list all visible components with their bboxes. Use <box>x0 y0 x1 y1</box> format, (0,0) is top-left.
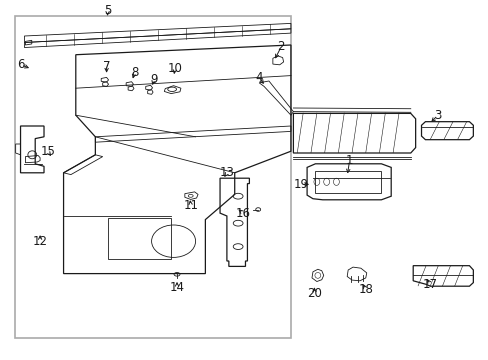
Text: 8: 8 <box>130 66 138 79</box>
Text: 2: 2 <box>277 40 285 53</box>
Text: 13: 13 <box>220 166 234 179</box>
Text: 20: 20 <box>306 287 321 300</box>
Text: 7: 7 <box>102 60 110 73</box>
Text: 5: 5 <box>103 4 111 17</box>
Text: 18: 18 <box>358 283 372 296</box>
Text: 16: 16 <box>235 207 250 220</box>
Text: 14: 14 <box>169 281 184 294</box>
Text: 1: 1 <box>345 154 353 167</box>
Text: 17: 17 <box>422 278 437 291</box>
Text: 9: 9 <box>150 73 158 86</box>
Text: 15: 15 <box>41 145 55 158</box>
Text: 3: 3 <box>433 109 441 122</box>
Bar <box>15 16 290 338</box>
Text: 4: 4 <box>255 71 263 84</box>
Text: 11: 11 <box>183 199 198 212</box>
Text: 10: 10 <box>167 62 182 75</box>
Text: 6: 6 <box>17 58 25 71</box>
Text: 19: 19 <box>293 178 308 191</box>
Text: 12: 12 <box>33 235 47 248</box>
